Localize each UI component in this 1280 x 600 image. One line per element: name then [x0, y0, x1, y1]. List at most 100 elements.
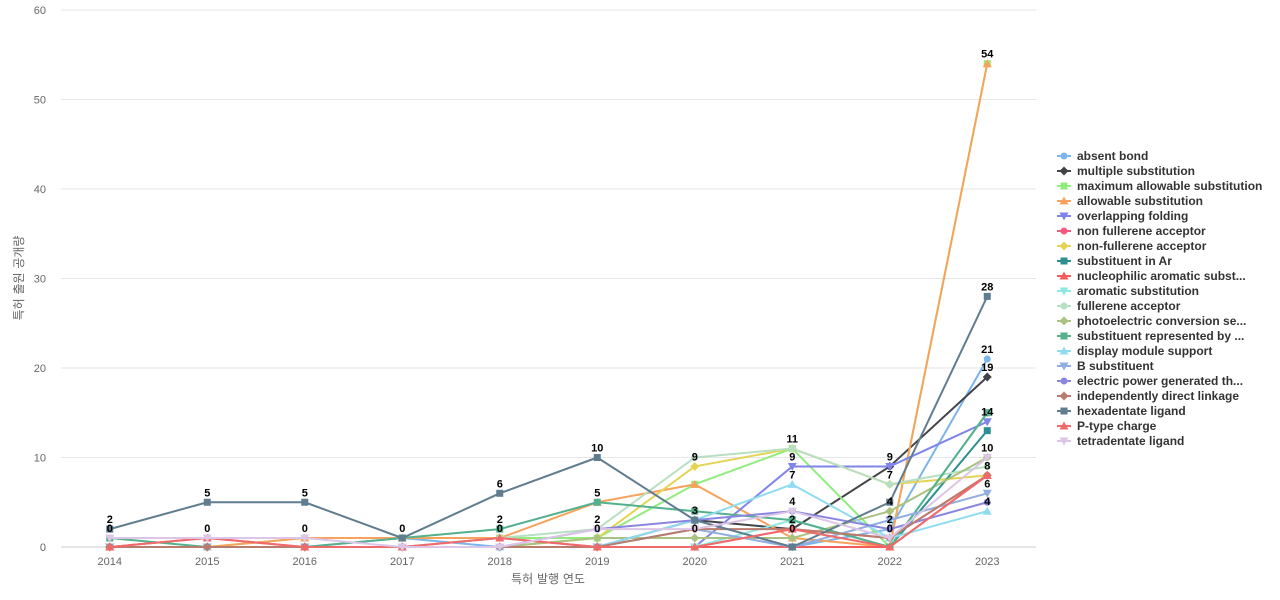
legend-marker	[1059, 271, 1069, 280]
series-overlapping-folding[interactable]	[105, 418, 992, 552]
data-point	[301, 498, 309, 506]
legend-label: hexadentate ligand	[1077, 404, 1186, 418]
data-label: 2	[887, 514, 893, 526]
data-point	[105, 534, 115, 543]
series-maximum-allowable-substitution[interactable]	[106, 60, 991, 551]
series-substituent-in-ar[interactable]	[106, 427, 991, 551]
legend-item-non-fullerene-acceptor[interactable]: non-fullerene acceptor	[1057, 239, 1207, 253]
data-point	[593, 454, 601, 461]
legend-label: nucleophilic aromatic subst...	[1077, 269, 1246, 283]
legend-marker	[1059, 212, 1069, 221]
legend-item-absent-bond[interactable]: absent bond	[1057, 149, 1148, 163]
legend-item-substituent-represented-by[interactable]: substituent represented by ...	[1057, 329, 1244, 343]
data-point	[788, 445, 796, 453]
x-tick-label: 2018	[488, 556, 512, 568]
x-tick-label: 2017	[390, 556, 414, 568]
data-point	[787, 533, 797, 543]
data-label: 0	[204, 523, 210, 535]
legend-label: non fullerene acceptor	[1077, 224, 1206, 238]
data-label: 11	[786, 434, 798, 446]
data-label: 10	[591, 443, 603, 455]
data-point	[202, 534, 212, 543]
legend-label: independently direct linkage	[1077, 389, 1239, 403]
legend-label: display module support	[1077, 344, 1212, 358]
data-point	[788, 516, 796, 524]
legend-item-non-fullerene-acceptor[interactable]: non fullerene acceptor	[1057, 224, 1206, 238]
data-point	[885, 542, 895, 551]
legend-marker	[1059, 316, 1069, 326]
legend-item-maximum-allowable-substitution[interactable]: maximum allowable substitution	[1057, 179, 1262, 193]
data-label: 0	[497, 523, 503, 535]
legend-item-b-substituent[interactable]: B substituent	[1057, 359, 1154, 373]
series-line	[108, 474, 989, 548]
x-tick-label: 2015	[195, 556, 219, 568]
data-label: 54	[981, 49, 994, 61]
data-label: 0	[789, 523, 795, 535]
y-axis-title: 특허 출원 공개량	[12, 236, 26, 321]
data-label: 4	[789, 496, 796, 508]
legend-item-allowable-substitution[interactable]: allowable substitution	[1057, 194, 1203, 208]
gridlines	[61, 9, 1036, 458]
data-label: 5	[204, 487, 210, 499]
data-point	[105, 542, 115, 551]
data-label: 0	[399, 523, 405, 535]
data-point	[982, 489, 992, 498]
legend-item-multiple-substitution[interactable]: multiple substitution	[1057, 164, 1195, 178]
legend-item-overlapping-folding[interactable]: overlapping folding	[1057, 209, 1188, 223]
series-line	[108, 447, 989, 548]
legend-item-substituent-in-ar[interactable]: substituent in Ar	[1057, 254, 1172, 268]
series-hexadentate-ligand[interactable]	[106, 292, 991, 551]
legend-item-tetradentate-ligand[interactable]: tetradentate ligand	[1057, 434, 1184, 448]
data-label: 9	[692, 451, 698, 463]
series-line	[108, 447, 989, 548]
data-point	[982, 59, 992, 68]
series-p-type-charge[interactable]	[105, 470, 992, 551]
data-point	[982, 454, 992, 462]
legend-item-aromatic-substitution[interactable]: aromatic substitution	[1057, 284, 1199, 298]
legend-label: allowable substitution	[1077, 194, 1203, 208]
legend-item-hexadentate-ligand[interactable]: hexadentate ligand	[1057, 404, 1186, 418]
legend-item-nucleophilic-aromatic-subst[interactable]: nucleophilic aromatic subst...	[1057, 269, 1246, 283]
data-point	[787, 524, 797, 533]
data-point	[203, 498, 211, 506]
legend-item-independently-direct-linkage[interactable]: independently direct linkage	[1057, 389, 1239, 403]
legend-item-fullerene-acceptor[interactable]: fullerene acceptor	[1057, 299, 1181, 313]
legend-label: substituent represented by ...	[1077, 329, 1244, 343]
legend-item-electric-power-generated-th[interactable]: electric power generated th...	[1057, 374, 1243, 388]
data-point	[885, 534, 895, 543]
data-point	[690, 461, 700, 471]
legend-marker	[1060, 332, 1068, 340]
data-point	[885, 516, 895, 525]
series-line	[108, 456, 989, 548]
legend-item-display-module-support[interactable]: display module support	[1057, 344, 1212, 358]
data-label: 4	[984, 496, 991, 508]
data-point	[983, 427, 991, 435]
data-point	[495, 543, 505, 552]
data-point	[202, 542, 212, 552]
y-tick-label: 10	[34, 453, 46, 465]
series-tetradentate-ligand[interactable]	[105, 454, 992, 552]
legend-marker	[1059, 241, 1069, 251]
x-tick-label: 2014	[98, 556, 122, 568]
legend-label: aromatic substitution	[1077, 284, 1199, 298]
legend-label: photoelectric conversion se...	[1077, 314, 1246, 328]
y-tick-label: 30	[34, 274, 46, 286]
series-multiple-substitution[interactable]	[105, 372, 992, 552]
x-tick-label: 2022	[878, 556, 902, 568]
series-allowable-substitution[interactable]	[105, 59, 992, 551]
y-axis-ticks: 0 10 20 30 40 50 60	[34, 5, 46, 554]
data-label: 3	[692, 505, 698, 517]
series-line	[108, 474, 989, 548]
data-label: 10	[981, 443, 993, 455]
data-label: 0	[302, 523, 308, 535]
data-label: 4	[887, 496, 894, 508]
legend-label: maximum allowable substitution	[1077, 179, 1262, 193]
data-point	[788, 543, 796, 551]
legend-marker	[1060, 182, 1068, 190]
legend-item-p-type-charge[interactable]: P-type charge	[1057, 419, 1157, 433]
data-point	[398, 534, 406, 542]
data-label: 21	[981, 344, 993, 356]
legend-item-photoelectric-conversion-se[interactable]: photoelectric conversion se...	[1057, 314, 1246, 328]
y-tick-label: 0	[40, 542, 46, 554]
